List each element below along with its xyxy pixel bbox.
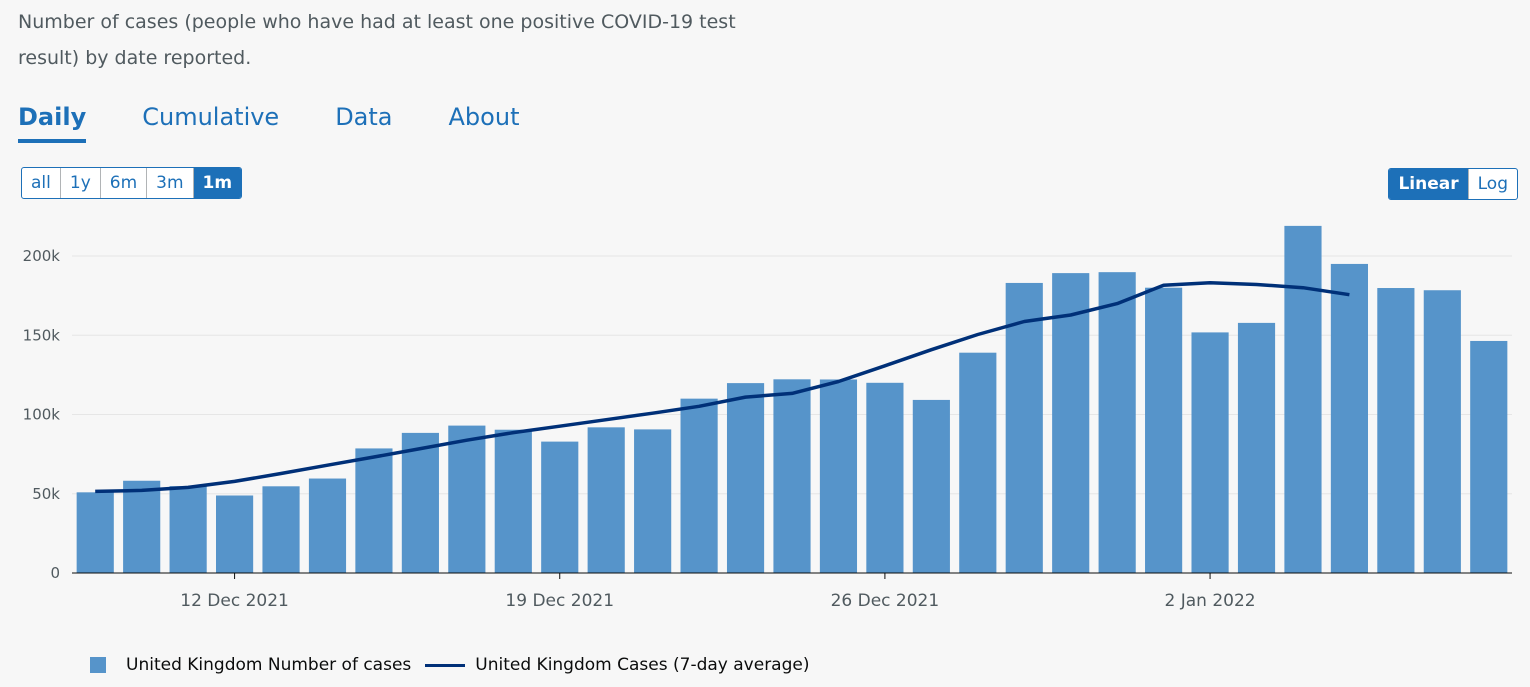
x-tick-label: 12 Dec 2021 [180, 591, 289, 611]
tab-about[interactable]: About [448, 103, 520, 131]
bar [308, 478, 347, 573]
cases-chart: 0 50k 100k 150k 200k 12 Dec 2021 19 Dec 2021 26… [23, 225, 1512, 611]
bar [216, 495, 254, 573]
average-line [95, 281, 1350, 494]
chart-description: Number of cases (people who have had at … [18, 11, 736, 69]
range-3m-button[interactable]: 3m [147, 168, 194, 198]
bar [448, 425, 486, 573]
y-tick-label: 200k [23, 247, 61, 265]
bar [1052, 273, 1090, 573]
bar [634, 429, 672, 573]
bar [1470, 340, 1508, 573]
scale-selector: Linear Log [1388, 168, 1518, 200]
bar [680, 398, 718, 573]
bar [262, 486, 300, 573]
time-range-selector: all 1y 6m 3m 1m [21, 167, 243, 199]
tab-cumulative[interactable]: Cumulative [142, 103, 280, 131]
y-tick-label: 150k [23, 326, 61, 344]
bar [866, 382, 904, 573]
bar [123, 480, 161, 573]
bar [401, 432, 439, 573]
legend-line-label: United Kingdom Cases (7-day average) [475, 655, 810, 675]
bar [355, 448, 393, 573]
tab-data[interactable]: Data [335, 103, 393, 131]
x-tick-label: 26 Dec 2021 [831, 591, 940, 611]
bar [773, 379, 811, 573]
bar [587, 427, 625, 573]
bar [169, 486, 207, 573]
bar [1423, 290, 1461, 573]
legend-bars-label: United Kingdom Number of cases [126, 655, 412, 675]
legend-line-swatch [425, 663, 466, 667]
bar [1098, 272, 1136, 573]
y-tick-label: 50k [32, 485, 60, 503]
y-tick-label: 100k [23, 406, 61, 424]
bar [1237, 322, 1276, 573]
bar [959, 352, 997, 573]
chart-legend: United Kingdom Number of cases United Ki… [90, 655, 809, 675]
bar [1377, 288, 1415, 573]
bar [1145, 287, 1183, 573]
range-1m-button[interactable]: 1m [193, 168, 242, 198]
bar [1330, 263, 1368, 573]
scale-linear-button[interactable]: Linear [1389, 169, 1469, 199]
bar [1005, 282, 1043, 573]
bar [1284, 225, 1322, 573]
bar [819, 379, 858, 573]
bar [1191, 332, 1229, 573]
tab-daily[interactable]: Daily [18, 100, 87, 143]
tab-bar: Daily Cumulative Data About [18, 100, 575, 143]
bar [494, 429, 532, 573]
x-tick-label: 19 Dec 2021 [505, 591, 614, 611]
range-6m-button[interactable]: 6m [101, 168, 148, 198]
scale-log-button[interactable]: Log [1477, 174, 1508, 194]
bar [541, 441, 579, 573]
range-1y-button[interactable]: 1y [61, 168, 101, 198]
y-tick-label: 0 [50, 564, 60, 582]
x-tick-label: 2 Jan 2022 [1165, 591, 1256, 611]
bar [76, 492, 114, 573]
bar [726, 383, 765, 573]
bar [912, 399, 950, 573]
range-all-button[interactable]: all [22, 168, 61, 198]
legend-bar-swatch [90, 657, 106, 673]
